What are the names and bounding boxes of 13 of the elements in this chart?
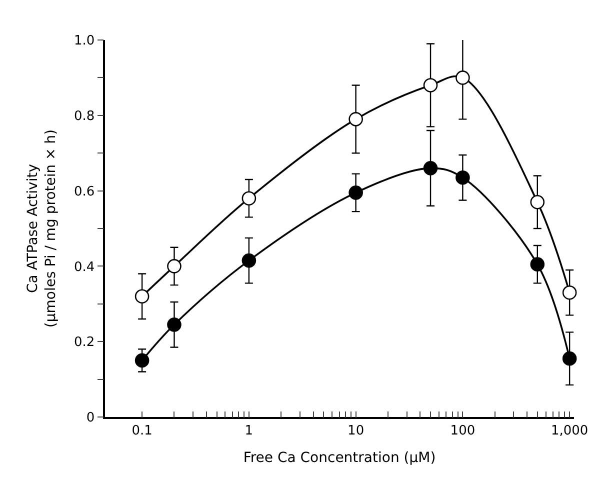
y-tick-label: 0.2 [74,335,95,350]
x-axis-title: Free Ca Concentration (μM) [243,450,436,466]
y-tick-label: 0 [86,410,95,426]
x-tick-label: 1,000 [550,423,588,438]
y-axis-title: Ca ATPase Activity (μmoles Pi / mg protein × h) [24,129,60,328]
y-tick-label: 0.6 [74,184,95,200]
x-tick-label: 0.1 [132,423,152,438]
x-tick-label: 10 [348,423,364,438]
y-tick-label: 0.4 [74,260,95,275]
y-tick-label: 0.8 [74,108,95,124]
y-tick-label: 1.0 [74,34,95,49]
x-tick-label: 100 [450,423,476,438]
x-tick-label: 1 [244,423,254,438]
